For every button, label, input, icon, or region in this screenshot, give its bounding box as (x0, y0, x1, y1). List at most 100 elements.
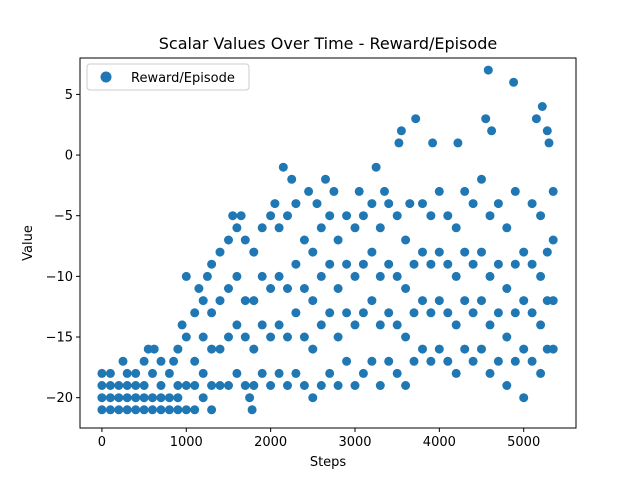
data-point (325, 308, 335, 318)
data-point (321, 174, 330, 184)
data-point (502, 284, 512, 293)
x-tick-label: 1000 (170, 435, 203, 450)
data-point (257, 271, 267, 281)
data-point (236, 211, 246, 221)
data-point (122, 381, 132, 390)
data-point (350, 381, 360, 390)
data-point (156, 381, 166, 390)
data-point (358, 259, 368, 269)
data-point (468, 356, 478, 366)
data-point (493, 308, 503, 318)
data-point (536, 320, 546, 330)
data-point (487, 126, 497, 136)
data-point (392, 368, 402, 378)
data-point (299, 284, 309, 293)
data-point (173, 393, 183, 403)
data-point (384, 259, 394, 269)
data-point (548, 235, 558, 245)
data-point (527, 356, 537, 366)
data-point (198, 332, 208, 342)
chart-title: Scalar Values Over Time - Reward/Episode (159, 34, 498, 53)
data-point (270, 199, 280, 209)
data-point (122, 405, 132, 415)
data-point (207, 381, 217, 390)
data-point (283, 211, 292, 221)
legend-label: Reward/Episode (131, 71, 235, 86)
data-point (333, 332, 343, 342)
data-point (451, 368, 461, 378)
data-point (342, 308, 352, 318)
data-point (202, 271, 212, 281)
x-tick-label: 0 (98, 435, 106, 450)
data-point (156, 405, 166, 415)
data-point (224, 235, 233, 245)
data-point (367, 199, 377, 209)
data-point (325, 368, 335, 378)
data-point (342, 356, 352, 366)
data-point (114, 393, 124, 403)
data-point (312, 199, 322, 209)
data-point (139, 405, 149, 415)
data-point (409, 308, 419, 318)
data-point (453, 138, 463, 148)
data-point (240, 332, 250, 342)
data-point (215, 344, 225, 354)
data-point (510, 308, 520, 318)
data-point (274, 320, 284, 330)
data-point (401, 381, 411, 390)
data-point (97, 405, 107, 415)
data-point (291, 259, 301, 269)
data-point (274, 271, 284, 281)
data-point (240, 381, 250, 390)
data-point (181, 405, 191, 415)
data-point (114, 381, 124, 390)
data-point (519, 247, 529, 257)
data-point (274, 223, 284, 233)
data-point (401, 235, 411, 245)
data-point (477, 296, 486, 306)
data-point (215, 296, 225, 306)
data-point (325, 259, 335, 269)
data-point (198, 393, 208, 403)
x-tick-label: 4000 (423, 435, 456, 450)
x-tick-label: 3000 (338, 435, 371, 450)
data-point (477, 247, 486, 257)
data-point (173, 344, 183, 354)
data-point (122, 368, 132, 378)
data-point (122, 393, 132, 403)
data-point (443, 308, 453, 318)
data-point (333, 284, 343, 293)
data-point (460, 296, 470, 306)
data-point (409, 356, 419, 366)
data-point (548, 296, 558, 306)
data-point (291, 368, 301, 378)
data-point (177, 320, 187, 330)
data-point (468, 308, 478, 318)
data-point (164, 405, 174, 415)
data-point (97, 393, 107, 403)
data-point (527, 199, 537, 209)
y-tick-label: 5 (65, 88, 73, 103)
data-point (308, 247, 318, 257)
data-point (418, 247, 427, 257)
data-point (224, 332, 233, 342)
data-point (333, 235, 343, 245)
data-point (451, 271, 461, 281)
data-point (481, 114, 491, 124)
data-point (249, 381, 259, 390)
data-point (164, 393, 174, 403)
data-point (358, 368, 368, 378)
data-point (308, 296, 318, 306)
data-point (131, 393, 141, 403)
data-point (156, 356, 166, 366)
data-point (342, 211, 352, 221)
data-point (358, 308, 368, 318)
data-point (527, 308, 537, 318)
data-point (257, 368, 267, 378)
data-point (485, 368, 495, 378)
data-point (283, 381, 292, 390)
data-point (105, 405, 115, 415)
data-point (207, 308, 217, 318)
data-point (148, 368, 157, 378)
data-point (493, 199, 503, 209)
